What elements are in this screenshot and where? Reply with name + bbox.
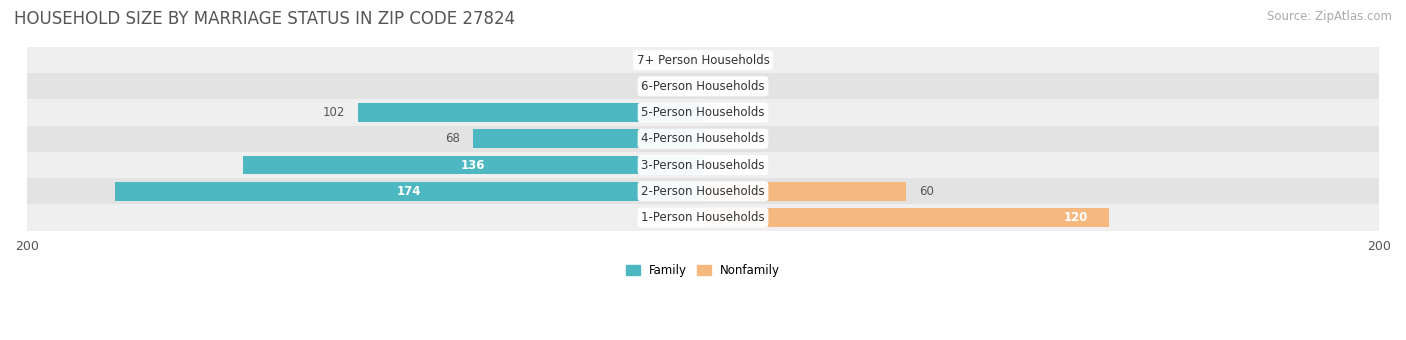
Text: 0: 0: [682, 53, 689, 67]
Bar: [27, 126, 1379, 152]
Bar: [27, 178, 1379, 204]
Text: 0: 0: [682, 211, 689, 224]
Text: 102: 102: [322, 106, 344, 119]
Bar: [115, 182, 703, 201]
Bar: [359, 103, 703, 122]
Text: 1-Person Households: 1-Person Households: [641, 211, 765, 224]
Bar: [474, 129, 703, 148]
Text: 68: 68: [444, 132, 460, 145]
Text: 136: 136: [461, 158, 485, 171]
Text: 0: 0: [717, 158, 724, 171]
Text: 3-Person Households: 3-Person Households: [641, 158, 765, 171]
Text: 0: 0: [717, 80, 724, 93]
Bar: [27, 99, 1379, 126]
Text: 5-Person Households: 5-Person Households: [641, 106, 765, 119]
Text: 60: 60: [920, 185, 934, 198]
Bar: [27, 47, 1379, 73]
Text: 120: 120: [1064, 211, 1088, 224]
Text: 0: 0: [717, 53, 724, 67]
Bar: [27, 204, 1379, 231]
Bar: [703, 182, 905, 201]
Text: 0: 0: [717, 106, 724, 119]
Text: 4-Person Households: 4-Person Households: [641, 132, 765, 145]
Text: Source: ZipAtlas.com: Source: ZipAtlas.com: [1267, 10, 1392, 23]
Text: 0: 0: [717, 132, 724, 145]
Text: 7+ Person Households: 7+ Person Households: [637, 53, 769, 67]
Legend: Family, Nonfamily: Family, Nonfamily: [621, 259, 785, 282]
Text: 6-Person Households: 6-Person Households: [641, 80, 765, 93]
Text: 174: 174: [396, 185, 422, 198]
Bar: [27, 73, 1379, 99]
Text: HOUSEHOLD SIZE BY MARRIAGE STATUS IN ZIP CODE 27824: HOUSEHOLD SIZE BY MARRIAGE STATUS IN ZIP…: [14, 10, 515, 28]
Bar: [27, 152, 1379, 178]
Bar: [243, 156, 703, 174]
Bar: [703, 208, 1109, 227]
Text: 0: 0: [682, 80, 689, 93]
Text: 2-Person Households: 2-Person Households: [641, 185, 765, 198]
